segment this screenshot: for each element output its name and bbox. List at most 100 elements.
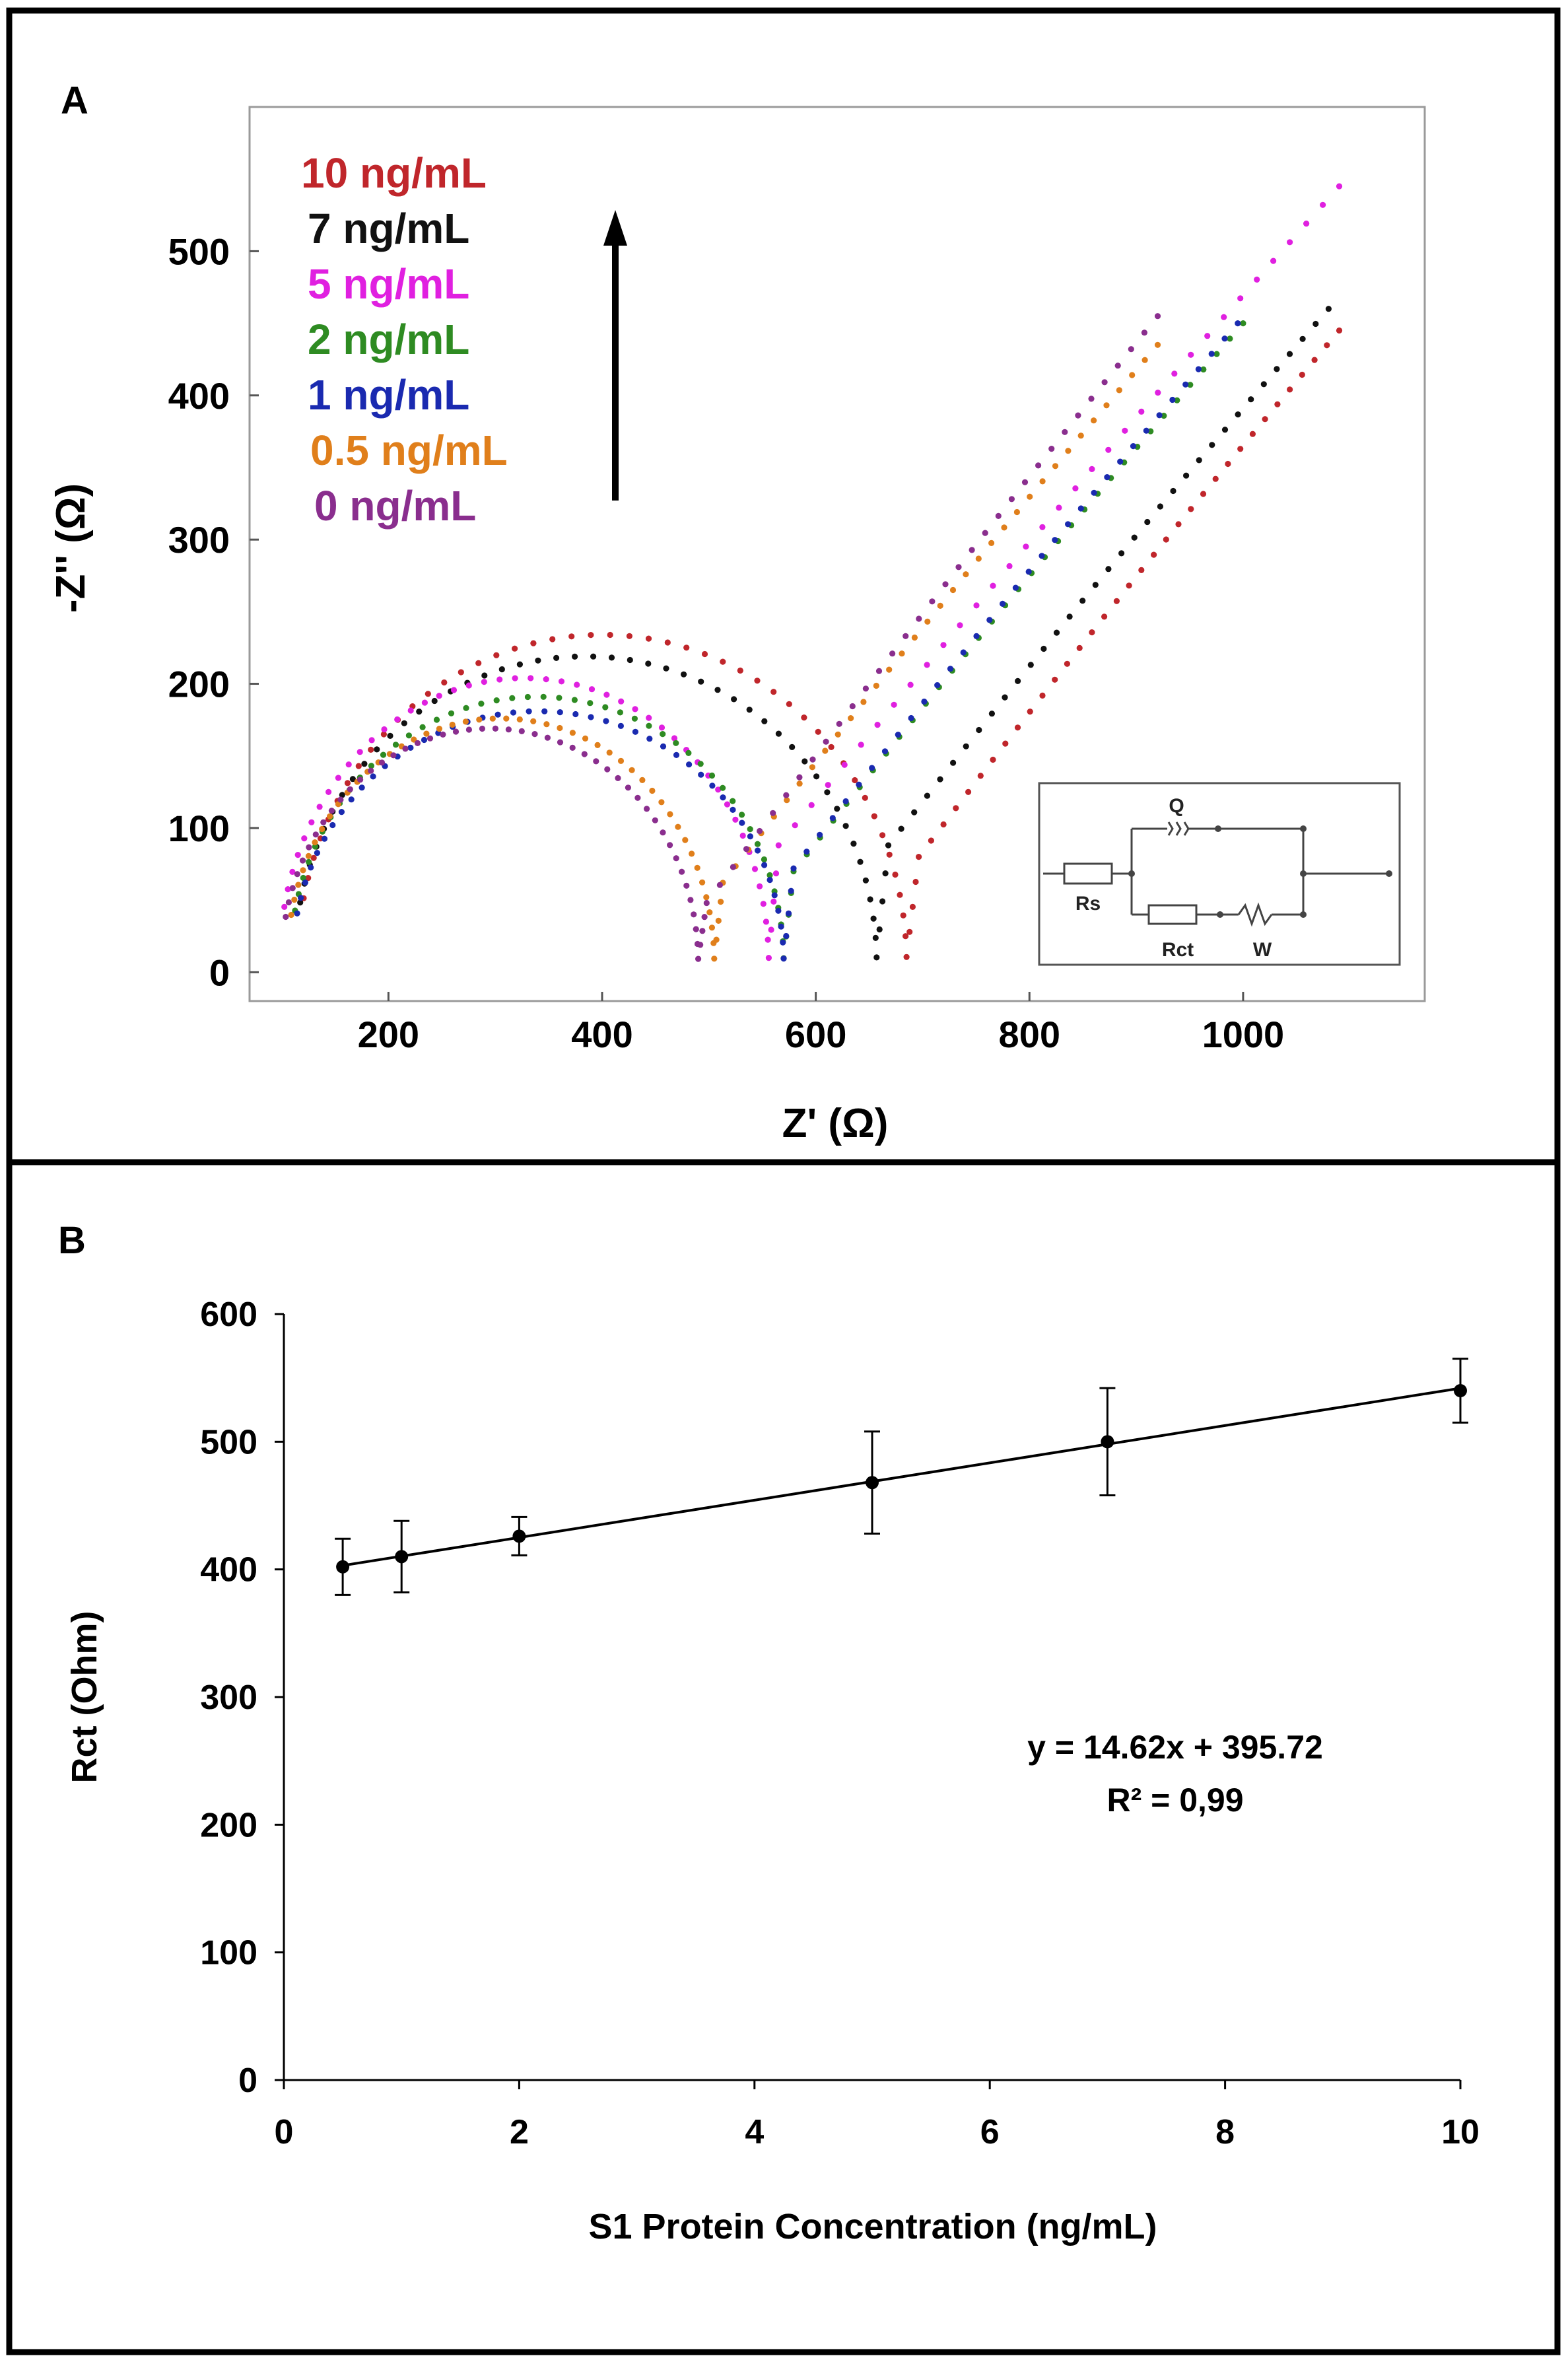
nyquist-point [803,849,810,855]
nyquist-point [957,622,963,629]
nyquist-point [1091,417,1097,424]
nyquist-point [790,865,797,872]
nyquist-point [646,722,652,729]
nyquist-point [458,669,464,676]
nyquist-point [1249,431,1256,437]
nyquist-point [825,782,831,788]
panel-b-fit-line [342,1387,1461,1567]
nyquist-point [675,823,681,830]
nyquist-point [329,821,336,829]
nyquist-point [512,645,518,652]
circuit-label-rs: Rs [1075,893,1101,915]
nyquist-point [1077,505,1084,512]
nyquist-point [524,693,531,701]
nyquist-point [571,697,578,703]
nyquist-point [1006,563,1013,570]
nyquist-point [465,726,473,733]
legend-entry: 2 ng/mL [308,316,469,363]
panel-b-y-ticks: 0 100 200 300 400 500 600 [200,1296,284,2100]
nyquist-point [1170,487,1176,495]
nyquist-point [530,718,537,724]
nyquist-point [1240,320,1246,327]
nyquist-point [746,707,753,713]
nyquist-point [834,806,840,812]
nyquist-point [940,821,947,828]
nyquist-point [770,689,777,695]
legend-entry: 7 ng/mL [308,205,469,252]
nyquist-point [1237,446,1244,452]
nyquist-point [516,716,523,723]
nyquist-point [1237,295,1244,302]
nyquist-point [426,735,434,742]
nyquist-point [1039,692,1046,699]
nyquist-point [1012,584,1019,591]
nyquist-point [681,671,687,677]
nyquist-point [903,954,910,960]
nyquist-point [886,666,893,673]
nyquist-point [824,789,831,796]
nyquist-point [937,602,943,609]
nyquist-point [879,832,886,839]
nyquist-point [416,709,423,715]
nyquist-point [1171,370,1178,377]
nyquist-point [1002,740,1009,747]
nyquist-point [813,773,820,780]
nyquist-point [316,804,323,810]
nyquist-point [673,751,680,758]
nyquist-point [1027,709,1033,715]
circuit-label-rct: Rct [1162,939,1194,961]
nyquist-point [338,809,345,816]
nyquist-point [1188,506,1194,512]
nyquist-point [1204,333,1211,339]
nyquist-point [1141,330,1147,336]
nyquist-point [626,633,633,639]
nyquist-point [503,715,510,722]
nyquist-point [977,773,984,779]
nyquist-point [689,851,695,857]
rct-resistor-symbol [1147,904,1198,925]
nyquist-point [739,812,745,818]
nyquist-point [730,864,736,870]
nyquist-point [541,708,548,714]
nyquist-point [425,691,431,697]
nyquist-point [860,699,867,705]
nyquist-point [713,936,720,943]
nyquist-point [1131,534,1138,541]
nyquist-point [629,767,635,773]
nyquist-point [1056,504,1062,511]
nyquist-point [1312,320,1319,328]
nyquist-point [516,661,524,668]
nyquist-point [1076,644,1083,652]
nyquist-point [1064,660,1070,667]
nyquist-point [327,813,333,819]
nyquist-point [1116,387,1122,394]
nyquist-point [1027,662,1034,668]
nyquist-point [450,687,458,693]
nyquist-point [294,910,300,917]
circuit-label-q: Q [1169,795,1184,817]
nyquist-point [1092,582,1099,588]
legend-entry: 0.5 ng/mL [310,427,508,474]
nyquist-point [879,898,886,905]
nyquist-point [481,672,488,679]
nyquist-point [1156,412,1163,419]
nyquist-point [1013,508,1020,516]
nyquist-point [603,691,610,698]
nyquist-point [757,883,763,889]
nyquist-point [976,726,982,734]
nyquist-point [1324,342,1330,349]
nyquist-point [747,833,753,840]
nyquist-point [673,855,679,862]
nyquist-point [1254,276,1260,283]
nyquist-point [703,899,710,907]
nyquist-point [679,868,685,875]
nyquist-point [1212,475,1219,482]
nyquist-point [924,662,930,668]
nyquist-point [568,633,575,640]
nyquist-point [706,909,713,916]
concentration-arrow-head [603,210,627,246]
nyquist-point [899,650,905,657]
nyquist-point [419,724,426,730]
nyquist-point [1235,411,1241,418]
